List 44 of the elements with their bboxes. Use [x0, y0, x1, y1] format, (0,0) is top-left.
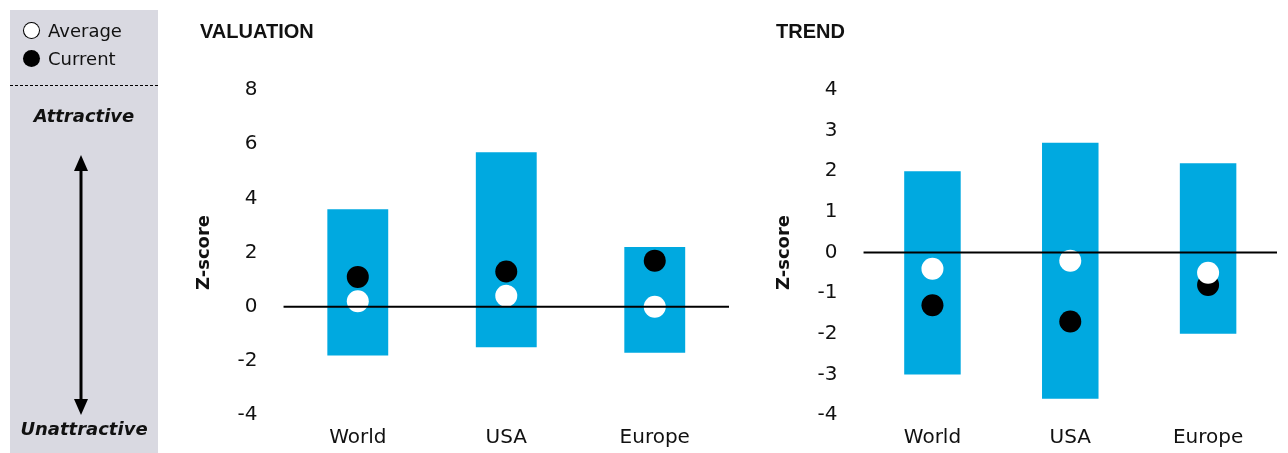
point [346, 290, 369, 313]
text: Unattractive [19, 418, 149, 439]
y-tick-label: 1 [824, 198, 838, 223]
point [495, 260, 518, 283]
x-tick-label: Europe [619, 424, 690, 449]
text: Attractive [32, 105, 136, 126]
y-tick-label: 8 [244, 76, 258, 101]
y-tick-label: -2 [237, 347, 258, 372]
x-tick-label: World [903, 424, 962, 449]
y-tick-label: 6 [244, 130, 258, 155]
point [921, 257, 944, 280]
point [1059, 310, 1082, 333]
point [346, 265, 369, 288]
y-axis-title: Z-score [192, 214, 214, 291]
y-tick-label: 0 [244, 292, 258, 317]
point [921, 294, 944, 317]
bar [475, 152, 537, 348]
point [1059, 249, 1082, 272]
y-tick-label: 4 [824, 76, 838, 101]
y-tick-label: -4 [817, 401, 838, 426]
y-tick-label: -2 [817, 319, 838, 344]
x-tick-label: USA [1049, 424, 1092, 449]
legend-label: Average [48, 20, 122, 41]
y-tick-label: -3 [817, 360, 838, 385]
y-axis-title: Z-score [772, 214, 794, 291]
y-tick-label: 3 [824, 116, 838, 141]
x-tick-label: World [329, 424, 387, 449]
y-tick-label: 2 [244, 238, 258, 263]
chart-title: VALUATION [200, 20, 314, 43]
y-tick-label: -1 [817, 279, 838, 304]
point [1197, 261, 1220, 284]
x-tick-label: USA [485, 424, 528, 449]
y-tick-label: 0 [824, 238, 838, 263]
chart-title: TREND [776, 20, 845, 43]
x-tick-label: Europe [1172, 424, 1244, 449]
y-tick-label: 4 [244, 184, 258, 209]
point [643, 249, 666, 272]
y-tick-label: -4 [237, 401, 258, 426]
bar [1179, 163, 1237, 334]
bar [904, 171, 961, 375]
legend-label: Current [48, 48, 116, 69]
point [495, 284, 518, 307]
bar [1042, 142, 1099, 399]
y-tick-label: 2 [824, 157, 838, 182]
